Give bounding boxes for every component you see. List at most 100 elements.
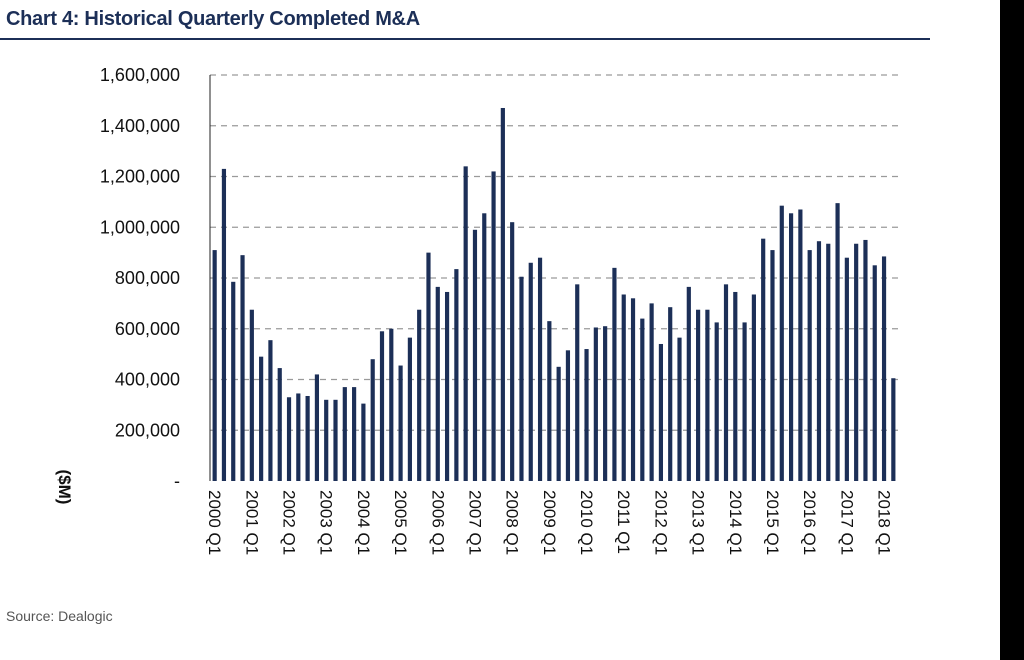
- bar: [872, 265, 877, 481]
- bar: [286, 397, 292, 481]
- x-tick-label: 2015 Q1: [763, 490, 782, 555]
- bar: [249, 309, 254, 481]
- bar: [798, 209, 803, 482]
- bar: [463, 166, 468, 481]
- bar: [677, 337, 682, 481]
- y-tick-label: 800,000: [115, 268, 180, 288]
- x-tick-label: 2004 Q1: [354, 490, 373, 555]
- bar: [389, 328, 394, 481]
- bar: [221, 168, 227, 481]
- x-tick-label: 2008 Q1: [503, 490, 522, 555]
- bar: [630, 298, 636, 481]
- bar: [472, 229, 478, 481]
- bar: [788, 213, 794, 482]
- bar: [333, 399, 338, 481]
- x-tick-label: 2001 Q1: [242, 490, 261, 555]
- bar: [770, 250, 775, 481]
- bar: [407, 337, 412, 481]
- bar: [556, 366, 561, 481]
- bar: [612, 267, 617, 481]
- bar: [510, 222, 515, 481]
- bar: [268, 340, 273, 481]
- bar: [259, 356, 264, 481]
- right-edge-bar: [1000, 0, 1024, 660]
- y-axis-label: ($M): [55, 469, 74, 505]
- bar: [714, 322, 719, 481]
- bar: [370, 359, 375, 481]
- bar: [584, 349, 589, 481]
- bar: [593, 327, 598, 481]
- x-tick-label: 2013 Q1: [689, 490, 708, 555]
- y-tick-label: 1,000,000: [100, 217, 180, 237]
- bar: [314, 374, 320, 481]
- bar: [398, 365, 403, 481]
- bar: [854, 243, 859, 481]
- x-tick-label: 2006 Q1: [428, 490, 447, 555]
- bar: [212, 250, 217, 481]
- bar: [240, 255, 245, 481]
- x-tick-label: 2003 Q1: [317, 490, 336, 555]
- bars: [212, 107, 896, 482]
- bar: [444, 291, 450, 481]
- bar: [826, 243, 831, 481]
- bar: [342, 387, 347, 481]
- bar: [844, 257, 849, 481]
- bar: [668, 307, 673, 481]
- bar: [816, 241, 822, 481]
- bar: [435, 286, 440, 481]
- bar: [621, 294, 626, 481]
- y-axis-ticks: - 200,000 400,000 600,000 800,000 1,000,000 1,…: [100, 65, 180, 491]
- bar: [324, 399, 329, 481]
- x-tick-label: 2009 Q1: [540, 490, 559, 555]
- bar: [352, 387, 357, 481]
- bar: [751, 294, 756, 481]
- x-tick-label: 2000 Q1: [205, 490, 224, 555]
- bar: [696, 309, 701, 481]
- bar: [705, 309, 710, 481]
- bar: [379, 331, 385, 481]
- y-tick-label: 1,400,000: [100, 116, 180, 136]
- bar: [891, 378, 896, 481]
- bar: [296, 393, 301, 481]
- bar: [779, 205, 784, 481]
- bar-chart: - 200,000 400,000 600,000 800,000 1,000,000 1,…: [100, 65, 898, 555]
- x-tick-label: 2014 Q1: [726, 490, 745, 555]
- y-tick-label: 400,000: [115, 370, 180, 390]
- bar: [723, 284, 729, 481]
- bar: [649, 303, 654, 482]
- bar: [603, 326, 608, 481]
- bar: [742, 322, 747, 481]
- bar: [658, 343, 664, 481]
- bar: [863, 239, 868, 481]
- x-tick-label: 2017 Q1: [837, 490, 856, 555]
- title-rule: [0, 38, 930, 40]
- bar: [807, 250, 812, 481]
- y-tick-label: -: [174, 471, 180, 491]
- bar: [305, 395, 310, 481]
- bar: [528, 262, 533, 481]
- bar: [482, 213, 487, 482]
- x-tick-label: 2010 Q1: [577, 490, 596, 555]
- x-tick-label: 2011 Q1: [614, 490, 633, 554]
- bar: [575, 284, 580, 481]
- bar: [519, 276, 524, 481]
- bar: [491, 171, 496, 481]
- chart-title: Chart 4: Historical Quarterly Completed …: [6, 8, 420, 30]
- bar: [537, 257, 543, 481]
- x-axis-ticks: 2000 Q1 2001 Q1 2002 Q1 2003 Q1 2004 Q1 2005 …: [205, 490, 893, 555]
- y-tick-label: 1,600,000: [100, 65, 180, 85]
- gridlines: [210, 74, 898, 431]
- bar: [361, 403, 366, 481]
- source-note: Source: Dealogic: [6, 608, 113, 624]
- bar: [417, 309, 422, 481]
- bar: [733, 291, 738, 481]
- bar: [426, 252, 431, 482]
- x-tick-label: 2005 Q1: [391, 490, 410, 555]
- x-tick-label: 2012 Q1: [651, 490, 670, 555]
- x-tick-label: 2002 Q1: [280, 490, 299, 555]
- bar: [761, 238, 766, 481]
- y-tick-label: 200,000: [115, 420, 180, 440]
- bar: [565, 350, 571, 481]
- bar: [640, 318, 645, 481]
- y-tick-label: 1,200,000: [100, 167, 180, 187]
